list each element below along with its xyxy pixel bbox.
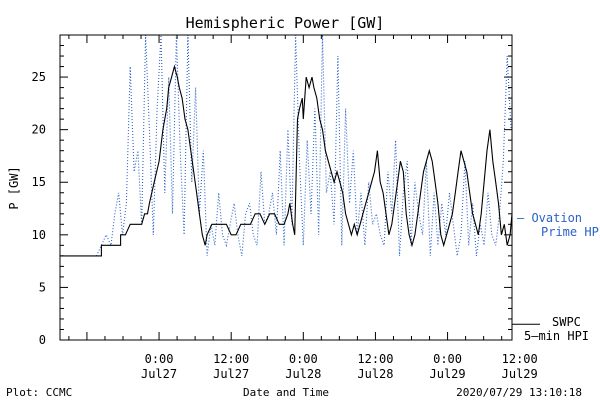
y-tick-label: 25 xyxy=(32,70,46,84)
ovation-legend-label-2: Prime HPI xyxy=(541,225,600,239)
x-axis-label: Date and Time xyxy=(243,386,329,399)
footer-plot-credit: Plot: CCMC xyxy=(6,386,72,399)
x-tick-label-time: 0:00 xyxy=(289,352,318,366)
x-tick-label-date: Jul29 xyxy=(430,367,466,381)
x-tick-label-time: 12:00 xyxy=(357,352,393,366)
y-tick-label: 5 xyxy=(39,280,46,294)
series-lines xyxy=(60,34,513,257)
swpc-hpi-line xyxy=(60,64,513,257)
x-axis-ticks: 0:00Jul2712:00Jul270:00Jul2812:00Jul280:… xyxy=(68,35,538,381)
x-tick-label-date: Jul28 xyxy=(285,367,321,381)
y-tick-label: 10 xyxy=(32,228,46,242)
ovation-legend-label: — Ovation xyxy=(517,211,582,225)
ovation-prime-hpi-line xyxy=(96,34,512,257)
x-tick-label-time: 12:00 xyxy=(213,352,249,366)
y-tick-label: 0 xyxy=(39,333,46,347)
y-axis-label: P [GW] xyxy=(7,166,21,209)
x-tick-label-time: 0:00 xyxy=(433,352,462,366)
plot-frame xyxy=(59,34,513,341)
footer-timestamp: 2020/07/29 13:10:18 xyxy=(456,386,582,399)
x-tick-label-date: Jul27 xyxy=(141,367,177,381)
y-axis-ticks: 0 5 10 15 20 25 xyxy=(32,34,512,347)
x-tick-label-date: Jul27 xyxy=(213,367,249,381)
y-tick-label: 15 xyxy=(32,175,46,189)
x-tick-label-time: 0:00 xyxy=(145,352,174,366)
swpc-legend-label-2: 5–min HPI xyxy=(524,329,589,343)
chart-title: Hemispheric Power [GW] xyxy=(186,14,385,32)
swpc-legend-label: SWPC xyxy=(552,315,581,329)
x-tick-label-date: Jul28 xyxy=(357,367,393,381)
y-tick-label: 20 xyxy=(32,123,46,137)
x-tick-label-date: Jul29 xyxy=(502,367,538,381)
x-tick-label-time: 12:00 xyxy=(502,352,538,366)
